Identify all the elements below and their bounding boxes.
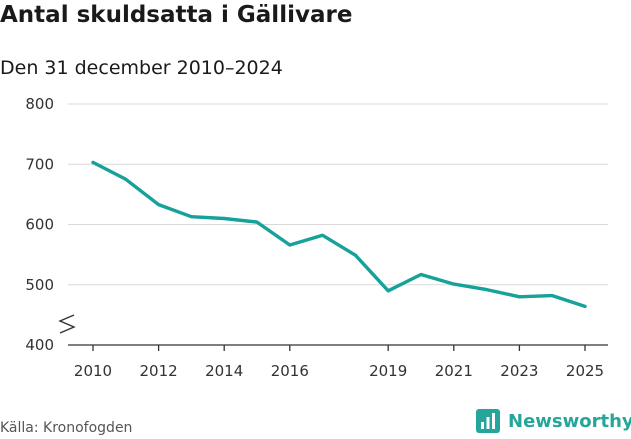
x-tick-label: 2019 <box>369 362 407 380</box>
data-point <box>452 282 456 286</box>
data-point <box>321 233 325 237</box>
x-tick-label: 2021 <box>435 362 473 380</box>
data-point <box>583 304 587 308</box>
data-point <box>386 289 390 293</box>
x-tick-label: 2023 <box>500 362 538 380</box>
data-point <box>222 216 226 220</box>
series-line <box>91 160 587 309</box>
source-credit: Källa: Kronofogden <box>0 420 133 436</box>
brand-name: Newsworthy <box>508 410 631 432</box>
y-tick-label: 800 <box>25 95 54 113</box>
bar-chart-icon <box>476 409 500 433</box>
axis-break-icon <box>58 314 76 334</box>
x-tick-label: 2016 <box>271 362 309 380</box>
chart-subtitle: Den 31 december 2010–2024 <box>0 57 283 79</box>
x-tick-label: 2010 <box>74 362 112 380</box>
data-point <box>91 160 95 164</box>
x-tick-label: 2014 <box>205 362 243 380</box>
data-point <box>550 294 554 298</box>
y-tick-label: 400 <box>25 336 54 354</box>
data-point <box>288 243 292 247</box>
data-point <box>124 177 128 181</box>
newsworthy-logo: Newsworthy <box>476 409 631 433</box>
data-point <box>255 220 259 224</box>
data-point <box>157 203 161 207</box>
data-point <box>485 288 489 292</box>
x-tick-label: 2012 <box>140 362 178 380</box>
y-tick-label: 500 <box>25 276 54 294</box>
data-point <box>419 273 423 277</box>
data-point <box>517 295 521 299</box>
data-point <box>189 215 193 219</box>
chart-title: Antal skuldsatta i Gällivare <box>0 2 353 28</box>
y-tick-label: 700 <box>25 155 54 173</box>
y-tick-label: 600 <box>25 216 54 234</box>
data-point <box>353 253 357 257</box>
x-tick-label: 2025 <box>566 362 604 380</box>
